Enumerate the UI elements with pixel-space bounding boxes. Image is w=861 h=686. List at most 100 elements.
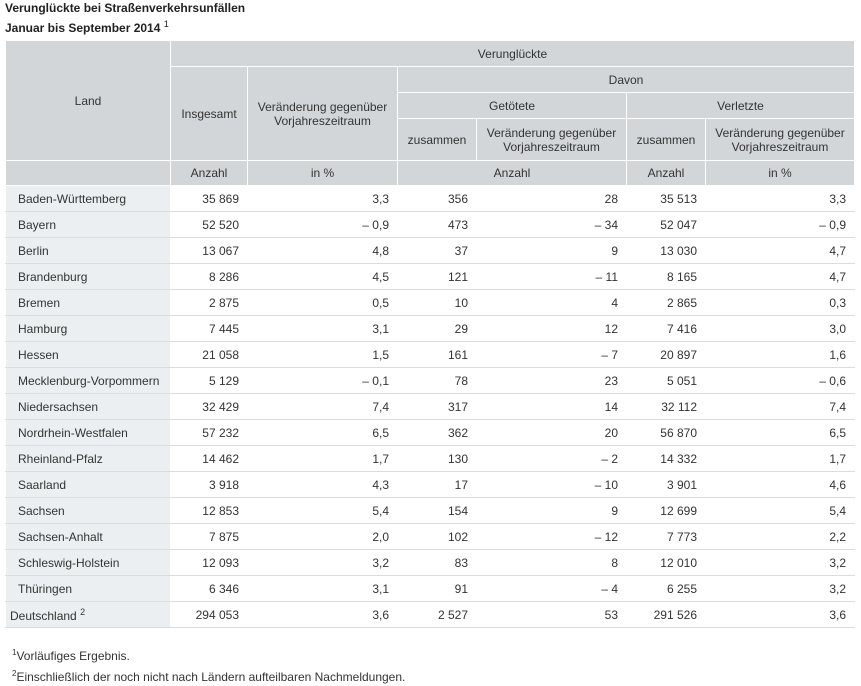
cell-verl-pct: 4,7 <box>705 263 855 290</box>
cell-verl-pct: 2,2 <box>705 523 855 550</box>
cell-ver-pct: 2,0 <box>247 523 398 550</box>
cell-get-ver: 12 <box>476 315 627 342</box>
cell-insgesamt: 35 869 <box>170 185 248 212</box>
land-name: Berlin <box>18 243 49 258</box>
table-row: Rheinland-Pfalz 14 462 1,7 130– 2 14 332 1,7 <box>5 445 855 472</box>
cell-insgesamt: 14 462 <box>170 445 248 472</box>
cell-verl-pct: 3,0 <box>705 315 855 342</box>
cell-get-zus: 121 <box>397 263 477 290</box>
header-getoetete-veraenderung: Veränderung gegenüber Vorjahreszeitraum <box>476 118 627 161</box>
land-name: Bayern <box>18 217 57 232</box>
table-row: Niedersachsen 32 429 7,4 317 14 32 112 7,4 <box>5 393 855 420</box>
land-name: Bremen <box>18 295 61 310</box>
cell-verl-zus: 12 010 <box>626 549 706 576</box>
cell-verl-pct: 3,3 <box>705 185 855 212</box>
land-name: Brandenburg <box>18 269 88 284</box>
cell-get-ver: – 12 <box>476 523 627 550</box>
land-name: Saarland <box>18 477 67 492</box>
table-caption: Verunglückte bei Straßenverkehrsunfällen… <box>5 0 245 36</box>
cell-verl-pct: 4,7 <box>705 237 855 264</box>
cell-ver-pct: 7,4 <box>247 393 398 420</box>
cell-ver-pct: 4,3 <box>247 471 398 498</box>
table-row: Bremen 2 875 0,5 10 4 2 865 0,3 <box>5 289 855 316</box>
cell-verl-zus: 20 897 <box>626 341 706 368</box>
cell-ver-pct: 4,5 <box>247 263 398 290</box>
cell-ver-pct: 5,4 <box>247 497 398 524</box>
land-name: Sachsen-Anhalt <box>18 529 103 544</box>
cell-verl-pct: 1,7 <box>705 445 855 472</box>
cell-verl-pct: 1,6 <box>705 341 855 368</box>
cell-verl-zus: 7 773 <box>626 523 706 550</box>
land-name: Rheinland-Pfalz <box>18 451 103 466</box>
land-name: Hamburg <box>18 321 68 336</box>
header-unit-blank <box>5 160 171 186</box>
caption-period-text: Januar bis September 2014 <box>5 21 161 35</box>
table-row: Berlin 13 067 4,8 37 9 13 030 4,7 <box>5 237 855 264</box>
cell-ver-pct: – 0,1 <box>247 367 398 394</box>
header-verletzte: Verletzte <box>626 92 855 119</box>
header-unit-anzahl-verletzte: Anzahl <box>626 160 706 186</box>
cell-verl-zus: 6 255 <box>626 575 706 602</box>
cell-land: Bremen <box>5 289 171 316</box>
cell-get-zus: 37 <box>397 237 477 264</box>
cell-get-zus: 473 <box>397 211 477 238</box>
cell-get-ver: 9 <box>476 237 627 264</box>
cell-ver-pct: 1,7 <box>247 445 398 472</box>
caption-period: Januar bis September 2014 1 <box>5 16 245 36</box>
cell-verl-zus: 8 165 <box>626 263 706 290</box>
cell-get-ver: – 11 <box>476 263 627 290</box>
cell-land: Thüringen <box>5 575 171 602</box>
cell-get-ver: 9 <box>476 497 627 524</box>
cell-land: Rheinland-Pfalz <box>5 445 171 472</box>
cell-get-zus: 78 <box>397 367 477 394</box>
cell-verl-zus: 2 865 <box>626 289 706 316</box>
table-row: Schleswig-Holstein 12 093 3,2 83 8 12 010 3,2 <box>5 549 855 576</box>
cell-insgesamt: 3 918 <box>170 471 248 498</box>
table-row: Mecklenburg-Vorpommern 5 129– 0,1 78 23 5 05… <box>5 367 855 394</box>
table-row: Saarland 3 918 4,3 17– 10 3 901 4,6 <box>5 471 855 498</box>
table-row: Bayern 52 520– 0,9 473– 34 52 047– 0,9 <box>5 211 855 238</box>
cell-insgesamt: 12 853 <box>170 497 248 524</box>
cell-ver-pct: 3,1 <box>247 575 398 602</box>
header-getoetete-zusammen: zusammen <box>397 118 477 161</box>
cell-insgesamt: 294 053 <box>170 601 248 628</box>
cell-verl-zus: 291 526 <box>626 601 706 628</box>
footnote-2-marker: 2 <box>12 669 17 678</box>
footnote-ref-1[interactable]: 1 <box>163 19 169 29</box>
header-verunglueckte: Verunglückte <box>170 40 855 67</box>
header-unit-percent-verletzte: in % <box>705 160 855 186</box>
header-unit-anzahl-getoetete: Anzahl <box>397 160 627 186</box>
cell-get-zus: 83 <box>397 549 477 576</box>
cell-verl-pct: – 0,9 <box>705 211 855 238</box>
cell-insgesamt: 6 346 <box>170 575 248 602</box>
cell-verl-pct: 3,2 <box>705 575 855 602</box>
cell-get-ver: – 2 <box>476 445 627 472</box>
cell-ver-pct: 3,6 <box>247 601 398 628</box>
header-davon: Davon <box>397 66 855 93</box>
cell-insgesamt: 21 058 <box>170 341 248 368</box>
table-row: Brandenburg 8 286 4,5 121– 11 8 165 4,7 <box>5 263 855 290</box>
cell-get-ver: – 34 <box>476 211 627 238</box>
cell-get-zus: 91 <box>397 575 477 602</box>
cell-verl-zus: 52 047 <box>626 211 706 238</box>
header-veraenderung-total: Veränderung gegenüber Vorjahreszeitraum <box>247 66 398 161</box>
header-getoetete: Getötete <box>397 92 627 119</box>
cell-ver-pct: 0,5 <box>247 289 398 316</box>
footnote-ref-2[interactable]: 2 <box>80 606 86 617</box>
land-name: Baden-Württemberg <box>18 191 127 206</box>
table-row: Hamburg 7 445 3,1 29 12 7 416 3,0 <box>5 315 855 342</box>
header-insgesamt: Insgesamt <box>170 66 248 161</box>
cell-insgesamt: 7 445 <box>170 315 248 342</box>
cell-insgesamt: 57 232 <box>170 419 248 446</box>
cell-get-zus: 102 <box>397 523 477 550</box>
cell-land: Bayern <box>5 211 171 238</box>
cell-ver-pct: 4,8 <box>247 237 398 264</box>
cell-verl-pct: 4,6 <box>705 471 855 498</box>
cell-land: Hamburg <box>5 315 171 342</box>
cell-verl-pct: 7,4 <box>705 393 855 420</box>
cell-get-zus: 130 <box>397 445 477 472</box>
cell-verl-zus: 56 870 <box>626 419 706 446</box>
cell-verl-pct: 3,2 <box>705 549 855 576</box>
footnotes: 1Vorläufiges Ergebnis. 2Einschließlich d… <box>12 644 405 686</box>
cell-land: Hessen <box>5 341 171 368</box>
